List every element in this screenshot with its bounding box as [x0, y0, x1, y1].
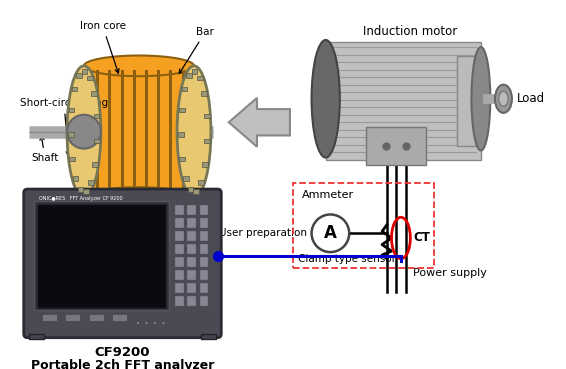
Bar [88, 180, 94, 184]
Ellipse shape [67, 66, 101, 197]
Text: Iron core: Iron core [80, 21, 126, 73]
Ellipse shape [499, 91, 508, 106]
Bar [200, 270, 208, 280]
Bar [187, 206, 196, 215]
Bar [78, 187, 83, 192]
Bar [91, 92, 97, 96]
FancyBboxPatch shape [24, 189, 221, 338]
Bar [72, 87, 78, 92]
Text: CT: CT [413, 231, 430, 245]
Bar [175, 206, 184, 215]
Text: ONIC●RES   FFT Analyzer CF 9200: ONIC●RES FFT Analyzer CF 9200 [39, 196, 122, 201]
Bar [186, 73, 192, 78]
Bar [200, 244, 208, 254]
Bar [89, 314, 104, 321]
Bar [366, 127, 426, 165]
Bar [325, 42, 481, 160]
Bar [457, 56, 481, 146]
Bar [200, 334, 216, 339]
Bar [94, 114, 100, 118]
Bar [94, 139, 100, 144]
Bar [73, 176, 79, 181]
Bar [179, 108, 185, 113]
Text: A: A [324, 224, 337, 242]
Bar [188, 187, 194, 192]
Bar [187, 218, 196, 228]
Bar [76, 73, 82, 78]
Bar [69, 108, 75, 113]
Bar [187, 244, 196, 254]
Bar [68, 132, 74, 137]
Bar [42, 314, 57, 321]
Bar [179, 157, 185, 161]
Text: Bar: Bar [179, 27, 214, 73]
Bar [112, 314, 127, 321]
Ellipse shape [495, 85, 512, 113]
Bar [70, 157, 75, 161]
Bar [87, 76, 93, 80]
Text: CF9200: CF9200 [95, 346, 150, 359]
Text: Power supply: Power supply [413, 268, 487, 278]
Ellipse shape [177, 66, 211, 197]
Bar [175, 283, 184, 293]
Bar [84, 66, 194, 197]
Bar [204, 114, 209, 118]
Bar [175, 257, 184, 267]
Bar [193, 189, 199, 193]
Ellipse shape [471, 47, 490, 151]
Text: Induction motor: Induction motor [363, 25, 457, 38]
Bar [175, 231, 184, 241]
Ellipse shape [311, 40, 340, 158]
Bar [29, 334, 44, 339]
Bar [182, 87, 187, 92]
Bar [187, 270, 196, 280]
Text: Load: Load [517, 92, 544, 105]
Bar [200, 296, 208, 306]
Bar [178, 132, 183, 137]
Bar [204, 139, 210, 144]
Bar [192, 69, 198, 74]
Bar [187, 283, 196, 293]
Bar [175, 244, 184, 254]
Bar [37, 204, 166, 308]
Text: Portable 2ch FFT analyzer: Portable 2ch FFT analyzer [31, 359, 214, 369]
Bar [175, 296, 184, 306]
Bar [92, 162, 98, 167]
Bar [200, 206, 208, 215]
Bar [200, 257, 208, 267]
Text: User preparation: User preparation [219, 228, 307, 238]
Bar [175, 218, 184, 228]
Bar [197, 76, 203, 80]
Text: Clamp type sensor: Clamp type sensor [298, 254, 396, 264]
Text: Rotor: Rotor [123, 214, 155, 228]
Circle shape [311, 214, 349, 252]
Bar [187, 296, 196, 306]
Text: •  •  •  •: • • • • [136, 321, 165, 327]
Bar [34, 201, 169, 310]
Bar [183, 176, 188, 181]
Bar [198, 180, 204, 184]
FancyArrow shape [229, 98, 290, 147]
Bar [200, 231, 208, 241]
Bar [201, 92, 207, 96]
Bar [187, 231, 196, 241]
Bar [293, 183, 434, 268]
Bar [200, 283, 208, 293]
Bar [202, 162, 208, 167]
Text: Ammeter: Ammeter [302, 190, 354, 200]
Bar [187, 257, 196, 267]
Bar [83, 189, 89, 193]
Bar [200, 218, 208, 228]
Circle shape [67, 115, 101, 149]
Text: Shaft: Shaft [31, 136, 59, 163]
Bar [82, 69, 87, 74]
Bar [65, 314, 80, 321]
Bar [175, 270, 184, 280]
Ellipse shape [84, 55, 194, 76]
Ellipse shape [84, 187, 194, 208]
Text: Short-circuit ring: Short-circuit ring [20, 99, 108, 156]
